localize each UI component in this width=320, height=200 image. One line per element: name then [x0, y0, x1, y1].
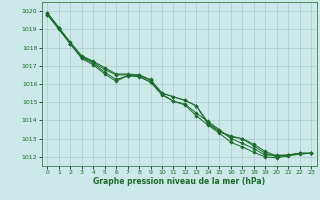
- X-axis label: Graphe pression niveau de la mer (hPa): Graphe pression niveau de la mer (hPa): [93, 177, 265, 186]
